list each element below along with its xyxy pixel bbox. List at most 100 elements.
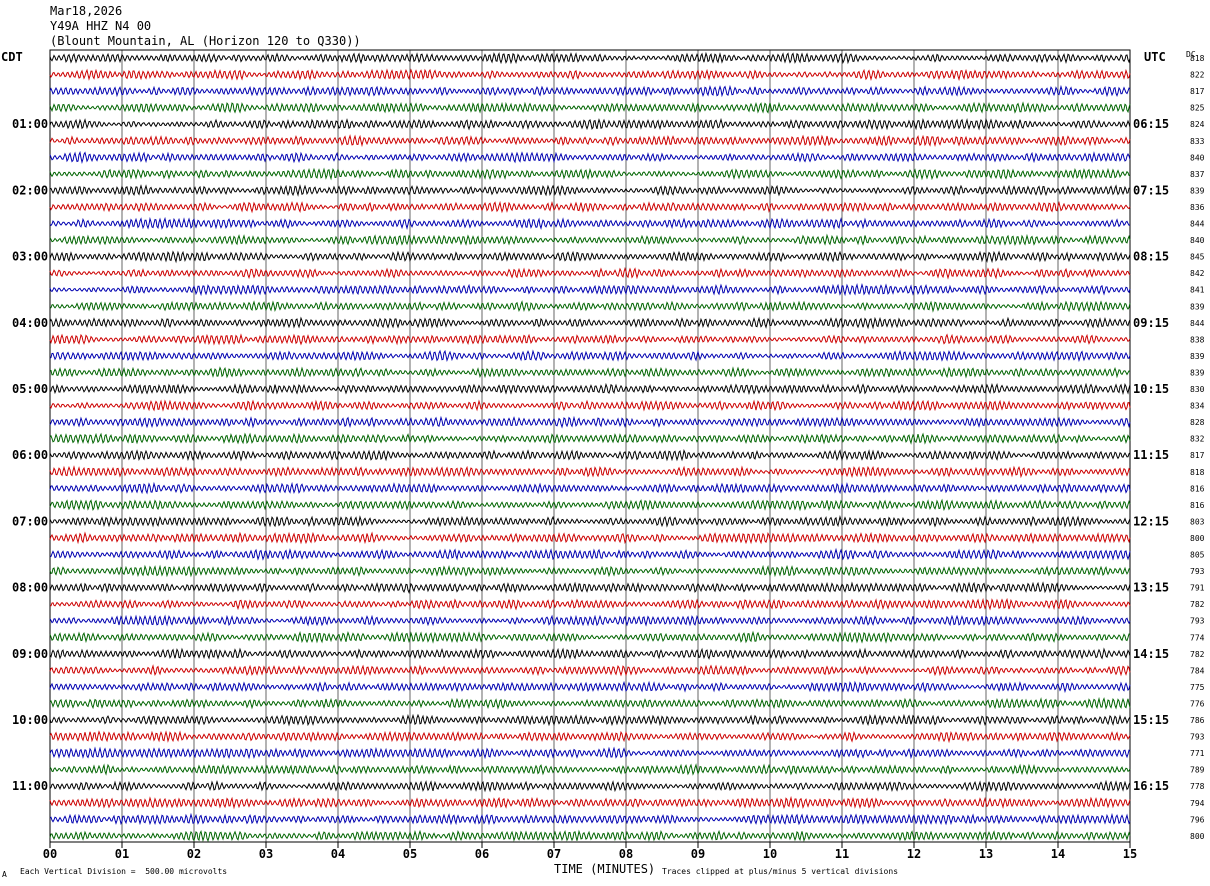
trace-row xyxy=(49,200,1131,214)
trace-row xyxy=(49,498,1131,512)
dc-offset-label: 782 xyxy=(1190,650,1205,659)
dc-offset-label: 793 xyxy=(1190,567,1205,576)
dc-offset-label: 845 xyxy=(1190,253,1205,262)
trace-row xyxy=(49,101,1131,114)
dc-offset-label: 828 xyxy=(1190,418,1205,427)
trace-row xyxy=(49,779,1131,793)
x-tick-label: 01 xyxy=(115,847,129,861)
trace-row xyxy=(49,167,1131,181)
dc-offset-label: 838 xyxy=(1190,335,1205,344)
x-tick-label: 08 xyxy=(619,847,633,861)
trace-row xyxy=(49,415,1131,429)
left-hour-label: 08:00 xyxy=(12,581,48,595)
dc-offset-label: 824 xyxy=(1190,120,1205,129)
trace-row xyxy=(49,448,1131,462)
x-tick-label: 06 xyxy=(475,847,489,861)
dc-offset-label: 800 xyxy=(1190,832,1205,841)
trace-row xyxy=(49,829,1131,843)
footer-clip-note: Traces clipped at plus/minus 5 vertical … xyxy=(662,867,899,876)
left-hour-label: 07:00 xyxy=(12,514,48,528)
trace-row xyxy=(49,564,1131,578)
trace-row xyxy=(49,515,1131,528)
dc-offset-label: 817 xyxy=(1190,87,1205,96)
trace-row xyxy=(49,366,1131,379)
right-hour-label: 10:15 xyxy=(1133,382,1169,396)
x-axis-title: TIME (MINUTES) xyxy=(554,862,656,876)
dc-offset-label: 837 xyxy=(1190,170,1205,179)
x-tick-label: 10 xyxy=(763,847,777,861)
left-hour-label: 04:00 xyxy=(12,316,48,330)
dc-offset-label: 836 xyxy=(1190,203,1205,212)
dc-offset-label: 816 xyxy=(1190,484,1205,493)
dc-offset-label: 839 xyxy=(1190,368,1205,377)
dc-offset-label: 803 xyxy=(1190,517,1205,526)
dc-offset-label: 778 xyxy=(1190,782,1205,791)
dc-offset-label: 786 xyxy=(1190,716,1205,725)
trace-row xyxy=(49,51,1131,65)
dc-offset-label: 844 xyxy=(1190,220,1205,229)
trace-row xyxy=(49,399,1131,412)
trace-row xyxy=(49,795,1131,810)
dc-offset-label: 818 xyxy=(1190,468,1205,477)
dc-offset-label: 832 xyxy=(1190,435,1205,444)
dc-offset-label: 839 xyxy=(1190,186,1205,195)
dc-offset-label: 793 xyxy=(1190,733,1205,742)
right-timezone-label: UTC xyxy=(1144,50,1166,64)
dc-offset-label: 796 xyxy=(1190,815,1205,824)
trace-row xyxy=(49,713,1131,727)
dc-offset-label: 805 xyxy=(1190,551,1205,560)
dc-offset-label: 830 xyxy=(1190,385,1205,394)
dc-offset-label: 771 xyxy=(1190,749,1205,758)
trace-row xyxy=(49,183,1131,197)
left-hour-label: 10:00 xyxy=(12,713,48,727)
right-hour-label: 12:15 xyxy=(1133,514,1169,528)
x-tick-label: 03 xyxy=(259,847,273,861)
right-hour-label: 16:15 xyxy=(1133,779,1169,793)
x-tick-label: 00 xyxy=(43,847,57,861)
x-tick-label: 04 xyxy=(331,847,345,861)
dc-offset-label: 844 xyxy=(1190,319,1205,328)
trace-row xyxy=(49,730,1131,744)
x-tick-label: 09 xyxy=(691,847,705,861)
dc-offset-label: 774 xyxy=(1190,633,1205,642)
footer-corner-mark: A xyxy=(2,870,7,879)
header-location: (Blount Mountain, AL (Horizon 120 to Q33… xyxy=(50,34,361,48)
dc-offset-label: 842 xyxy=(1190,269,1205,278)
x-tick-label: 07 xyxy=(547,847,561,861)
trace-row xyxy=(49,216,1131,231)
dc-offset-label: 794 xyxy=(1190,799,1205,808)
right-hour-label: 11:15 xyxy=(1133,448,1169,462)
trace-row xyxy=(49,300,1131,313)
trace-row xyxy=(49,349,1131,363)
right-hour-label: 08:15 xyxy=(1133,250,1169,264)
dc-offset-label: 800 xyxy=(1190,534,1205,543)
trace-row xyxy=(49,680,1131,694)
left-hour-label: 11:00 xyxy=(12,779,48,793)
footer-scale-note: Each Vertical Division = 500.00 microvol… xyxy=(20,867,228,876)
dc-offset-label: 775 xyxy=(1190,683,1205,692)
trace-row xyxy=(49,696,1131,710)
x-tick-label: 02 xyxy=(187,847,201,861)
left-hour-label: 09:00 xyxy=(12,647,48,661)
x-tick-label: 14 xyxy=(1051,847,1065,861)
trace-row xyxy=(49,316,1131,330)
x-tick-label: 13 xyxy=(979,847,993,861)
left-hour-label: 06:00 xyxy=(12,448,48,462)
trace-row xyxy=(49,547,1131,561)
trace-row xyxy=(49,150,1131,165)
dc-offset-label: 839 xyxy=(1190,302,1205,311)
dc-offset-label: 782 xyxy=(1190,600,1205,609)
right-hour-label: 15:15 xyxy=(1133,713,1169,727)
dc-offset-label: 793 xyxy=(1190,617,1205,626)
left-hour-label: 02:00 xyxy=(12,183,48,197)
dc-label: DC xyxy=(1186,50,1196,59)
right-hour-label: 14:15 xyxy=(1133,647,1169,661)
x-tick-label: 12 xyxy=(907,847,921,861)
trace-row xyxy=(49,134,1131,148)
trace-row xyxy=(49,233,1131,247)
dc-offset-label: 791 xyxy=(1190,584,1205,593)
trace-row xyxy=(49,465,1131,479)
dc-offset-label: 822 xyxy=(1190,71,1205,80)
dc-offset-label: 839 xyxy=(1190,352,1205,361)
